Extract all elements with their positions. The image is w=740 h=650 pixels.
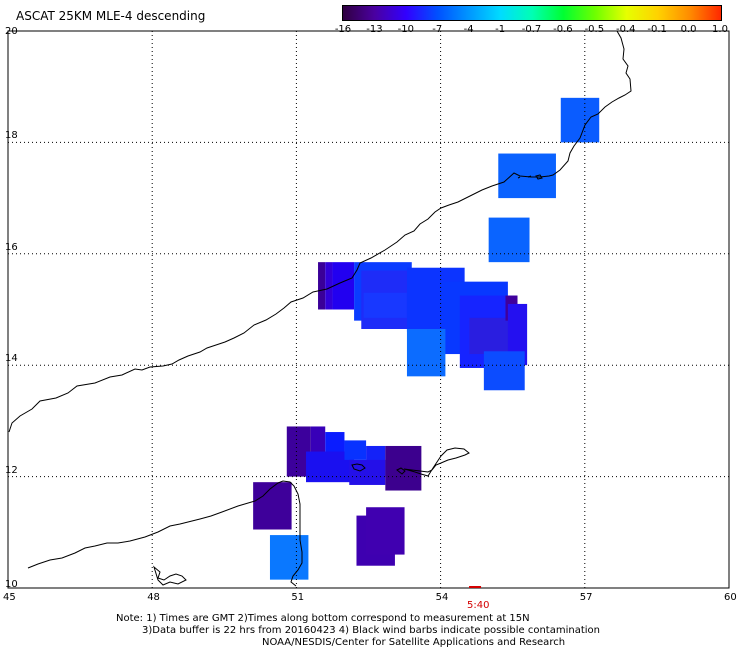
socotra-coastline (403, 447, 470, 477)
color-scale-labels: -16 -13 -10 -7 -4 -1 -0.7 -0.6 -0.5 -0.4 -0.1 0.0 1.… (0, 24, 740, 38)
swath-cell (363, 292, 407, 318)
note-line-3: NOAA/NESDIS/Center for Satellite Applica… (262, 637, 566, 648)
lon-label: 45 (3, 592, 16, 603)
lat-label: 12 (5, 464, 18, 476)
scale-label: -13 (366, 24, 383, 35)
swath-cell (332, 262, 355, 310)
swath-cell (560, 97, 600, 143)
time-marker-label: 5:40 (467, 600, 490, 611)
lon-label: 54 (435, 592, 449, 603)
color-scale-bar (342, 5, 722, 21)
lat-label: 14 (5, 353, 18, 365)
east-africa-inland-border (153, 565, 187, 586)
scale-label: 0.0 (680, 24, 697, 35)
scale-label: -16 (334, 24, 352, 35)
arabia-coastline (8, 30, 632, 433)
swath-cell (253, 482, 292, 530)
scale-label: -0.5 (584, 24, 605, 35)
lat-label: 16 (5, 241, 18, 253)
scale-label: -0.1 (647, 24, 667, 35)
map-title: ASCAT 25KM MLE-4 descending (16, 9, 206, 23)
note-line-2: 3)Data buffer is 22 hrs from 20160423 4)… (142, 625, 600, 636)
scale-label: 1.0 (712, 24, 728, 35)
swath-cell (488, 217, 530, 263)
swath-cell (385, 445, 422, 491)
swath-cell (344, 440, 367, 460)
lat-lon-grid (8, 31, 729, 588)
kuria-muria-islands (517, 174, 543, 180)
lon-label: 51 (291, 592, 305, 603)
scale-label: -7 (432, 24, 443, 35)
scale-label: -0.4 (615, 24, 636, 35)
lon-label: 60 (724, 592, 737, 603)
swath-cell (325, 262, 333, 310)
lon-label: 57 (579, 592, 593, 603)
swath-cells (253, 97, 600, 580)
swath-cell (406, 328, 446, 377)
lat-label: 18 (5, 130, 18, 142)
swath-cell (366, 507, 405, 555)
lat-label: 10 (5, 579, 18, 590)
socotra-islet-2 (396, 467, 406, 475)
lat-label: 20 (5, 26, 18, 37)
somalia-coastline (27, 480, 303, 587)
lon-label: 48 (147, 592, 160, 603)
scale-label: -10 (397, 24, 414, 35)
scale-label: -1 (495, 24, 506, 35)
coastlines (8, 30, 632, 587)
scale-label: -0.7 (521, 24, 542, 35)
scale-label: -0.6 (553, 24, 573, 35)
swath-cell (469, 317, 513, 355)
scale-label: -4 (463, 24, 474, 35)
swath-cell (349, 459, 386, 485)
swath-cell (507, 303, 528, 366)
swath-cell (318, 262, 326, 310)
map-border (7, 30, 730, 589)
swath-cell (483, 351, 525, 391)
note-line-1: Note: 1) Times are GMT 2)Times along bot… (116, 613, 530, 624)
socotra-islet-1 (351, 463, 366, 472)
swath-cell (269, 535, 309, 580)
map-frame (7, 30, 730, 589)
